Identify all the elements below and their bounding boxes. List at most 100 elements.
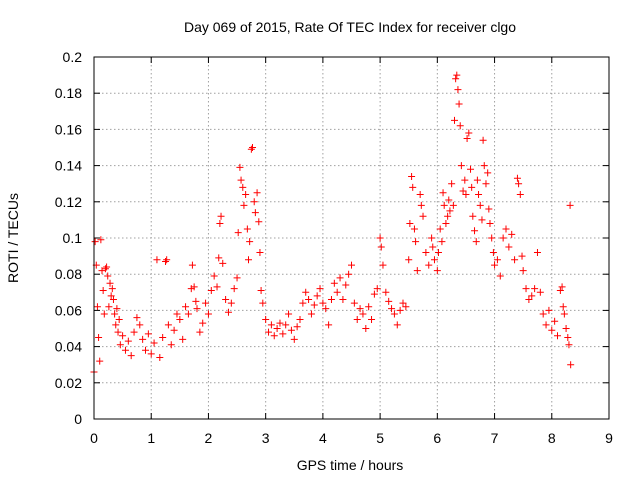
data-point bbox=[416, 191, 424, 199]
data-point bbox=[368, 315, 376, 323]
data-point bbox=[350, 299, 358, 307]
data-point bbox=[257, 286, 265, 294]
data-point bbox=[124, 337, 132, 345]
data-point bbox=[516, 191, 524, 199]
data-point bbox=[97, 236, 105, 244]
data-point bbox=[156, 353, 164, 361]
data-point bbox=[560, 310, 568, 318]
data-point bbox=[558, 283, 566, 291]
data-point bbox=[531, 285, 539, 293]
data-point bbox=[262, 315, 270, 323]
data-point bbox=[438, 238, 446, 246]
data-point bbox=[519, 267, 527, 275]
data-point bbox=[484, 169, 492, 177]
data-point bbox=[469, 212, 477, 220]
data-point bbox=[162, 258, 170, 266]
data-point bbox=[342, 281, 350, 289]
data-point bbox=[428, 234, 436, 242]
data-point bbox=[282, 321, 290, 329]
data-point bbox=[234, 229, 242, 237]
data-point bbox=[142, 346, 149, 354]
x-tick-label: 9 bbox=[605, 430, 613, 446]
data-point bbox=[468, 183, 476, 191]
data-point bbox=[508, 230, 516, 238]
data-point bbox=[112, 321, 120, 329]
data-point bbox=[104, 272, 112, 280]
y-tick-label: 0.08 bbox=[55, 266, 82, 282]
data-point bbox=[336, 274, 344, 282]
data-point bbox=[442, 220, 450, 228]
data-point bbox=[339, 296, 347, 304]
data-point bbox=[489, 248, 497, 256]
data-point bbox=[353, 315, 361, 323]
data-point bbox=[163, 256, 171, 264]
data-point bbox=[285, 310, 293, 318]
data-point bbox=[130, 328, 138, 336]
x-tick-label: 3 bbox=[262, 430, 270, 446]
data-point bbox=[213, 283, 221, 291]
x-tick-label: 1 bbox=[147, 430, 155, 446]
data-point bbox=[396, 306, 404, 314]
data-point bbox=[377, 243, 385, 251]
data-point bbox=[237, 176, 245, 184]
data-point bbox=[471, 227, 479, 235]
data-point bbox=[144, 330, 152, 338]
data-point bbox=[327, 296, 335, 304]
data-point bbox=[333, 288, 341, 296]
data-point bbox=[133, 314, 141, 322]
data-point bbox=[556, 286, 564, 294]
data-point bbox=[93, 303, 101, 311]
data-point bbox=[359, 310, 367, 318]
data-point bbox=[496, 272, 504, 280]
data-point bbox=[119, 332, 127, 340]
data-point bbox=[385, 297, 393, 305]
data-point bbox=[227, 299, 235, 307]
data-point bbox=[256, 248, 264, 256]
data-point bbox=[233, 274, 241, 282]
y-tick-label: 0.2 bbox=[63, 49, 83, 65]
data-point bbox=[502, 225, 510, 233]
y-tick-label: 0.18 bbox=[55, 85, 82, 101]
data-point bbox=[406, 220, 414, 228]
x-axis-ticks: 0 1 2 3 4 5 6 7 8 9 bbox=[90, 57, 613, 446]
data-point bbox=[319, 299, 327, 307]
x-tick-label: 5 bbox=[376, 430, 384, 446]
data-point bbox=[446, 207, 454, 215]
data-point bbox=[449, 201, 457, 209]
y-tick-label: 0.16 bbox=[55, 121, 82, 137]
data-point bbox=[164, 321, 172, 329]
data-point bbox=[99, 286, 107, 294]
data-point bbox=[259, 299, 267, 307]
x-tick-label: 7 bbox=[491, 430, 499, 446]
data-point bbox=[425, 261, 433, 269]
data-point bbox=[91, 238, 99, 246]
data-point bbox=[100, 310, 108, 318]
data-point bbox=[299, 299, 307, 307]
data-point bbox=[290, 335, 298, 343]
data-point bbox=[204, 310, 212, 318]
data-point bbox=[436, 225, 444, 233]
y-tick-label: 0.1 bbox=[63, 230, 83, 246]
data-point bbox=[365, 303, 373, 311]
y-tick-label: 0.04 bbox=[55, 339, 82, 355]
data-point bbox=[480, 162, 488, 170]
data-point bbox=[173, 310, 181, 318]
data-point bbox=[362, 325, 370, 332]
data-point bbox=[445, 196, 453, 204]
data-point bbox=[236, 163, 244, 171]
data-point bbox=[408, 172, 416, 180]
data-point bbox=[111, 310, 119, 318]
data-point bbox=[136, 321, 144, 329]
data-point bbox=[293, 323, 301, 331]
data-point bbox=[463, 134, 471, 142]
data-point bbox=[192, 297, 200, 305]
data-point bbox=[196, 328, 204, 336]
data-point bbox=[542, 321, 550, 329]
data-point bbox=[554, 332, 561, 340]
data-point bbox=[412, 238, 420, 246]
y-gridlines bbox=[94, 92, 609, 384]
y-tick-label: 0.14 bbox=[55, 158, 82, 174]
data-point bbox=[170, 326, 178, 334]
data-point bbox=[533, 248, 541, 256]
data-point bbox=[310, 301, 318, 309]
